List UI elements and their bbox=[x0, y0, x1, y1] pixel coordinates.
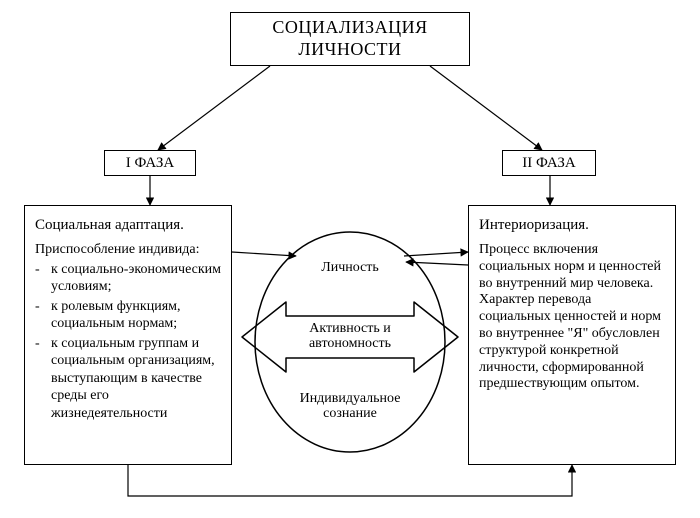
phase1-label: I ФАЗА bbox=[126, 154, 174, 172]
diagram-canvas: СОЦИАЛИЗАЦИЯ ЛИЧНОСТИ I ФАЗА II ФАЗА Соц… bbox=[0, 0, 700, 518]
left-box-bullets: к социально-экономическим условиям;к рол… bbox=[35, 261, 221, 423]
edge-title_to_phase1 bbox=[158, 66, 270, 150]
phase2-label: II ФАЗА bbox=[522, 154, 575, 172]
edge-title_to_phase2 bbox=[430, 66, 542, 150]
left-box-heading: Социальная адаптация. bbox=[35, 216, 221, 234]
ellipse-label-top-text: Личность bbox=[321, 260, 379, 275]
left-box-subheading: Приспособление индивида: bbox=[35, 242, 221, 259]
ellipse-label-top: Личность bbox=[280, 256, 420, 280]
left-box-bullet: к социально-экономическим условиям; bbox=[35, 261, 221, 296]
phase1-box: I ФАЗА bbox=[104, 150, 196, 176]
ellipse-label-mid-text: Активность и автономность bbox=[275, 321, 425, 352]
ellipse-label-bottom: Индивидуальное сознание bbox=[275, 388, 425, 424]
left-box: Социальная адаптация. Приспособление инд… bbox=[24, 205, 232, 465]
right-box-heading: Интериоризация. bbox=[479, 216, 665, 234]
ellipse-label-mid: Активность и автономность bbox=[275, 318, 425, 354]
title-text: СОЦИАЛИЗАЦИЯ ЛИЧНОСТИ bbox=[272, 17, 427, 60]
phase2-box: II ФАЗА bbox=[502, 150, 596, 176]
right-box: Интериоризация. Процесс включения социал… bbox=[468, 205, 676, 465]
ellipse-label-bottom-text: Индивидуальное сознание bbox=[275, 391, 425, 422]
left-box-bullet: к ролевым функциям, социальным нормам; bbox=[35, 298, 221, 333]
right-box-body: Процесс включения социальных норм и ценн… bbox=[479, 242, 665, 393]
title-box: СОЦИАЛИЗАЦИЯ ЛИЧНОСТИ bbox=[230, 12, 470, 66]
edge-feedback_left_to_right bbox=[128, 465, 572, 496]
left-box-bullet: к социальным группам и социальным органи… bbox=[35, 335, 221, 423]
